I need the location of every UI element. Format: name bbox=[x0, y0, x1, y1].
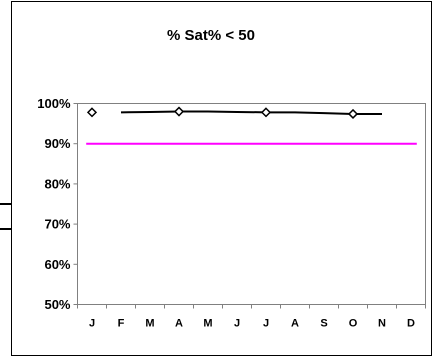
y-tick-label: 100% bbox=[37, 96, 71, 111]
x-tick-label: D bbox=[407, 318, 415, 330]
x-tick-label: J bbox=[234, 318, 240, 330]
chart-title: % Sat% < 50 bbox=[167, 27, 255, 44]
x-tick-label: A bbox=[291, 318, 299, 330]
x-tick-label: F bbox=[118, 318, 125, 330]
data-point-marker bbox=[86, 107, 98, 118]
y-tick-label: 80% bbox=[44, 176, 70, 191]
y-axis: 100% 90% 80% 70% 60% 50% bbox=[37, 96, 78, 312]
series-layer bbox=[86, 106, 417, 145]
y-tick-label: 70% bbox=[44, 217, 70, 232]
x-tick-label: O bbox=[349, 318, 358, 330]
y-tick-label: 50% bbox=[44, 297, 70, 312]
x-tick-label: J bbox=[89, 318, 95, 330]
data-point-marker bbox=[260, 107, 272, 118]
plot-area bbox=[77, 103, 426, 305]
data-point-marker bbox=[173, 106, 185, 117]
y-tick-label: 60% bbox=[44, 257, 70, 272]
x-tick-label: A bbox=[175, 318, 183, 330]
x-tick-label: M bbox=[203, 318, 212, 330]
y-tick-label: 90% bbox=[44, 136, 70, 151]
data-point-marker bbox=[347, 108, 359, 120]
x-tick-label: J bbox=[263, 318, 269, 330]
series-line-0 bbox=[120, 110, 382, 115]
x-tick-label: N bbox=[378, 318, 386, 330]
x-tick-label: S bbox=[320, 318, 327, 330]
x-tick-label: M bbox=[145, 318, 154, 330]
